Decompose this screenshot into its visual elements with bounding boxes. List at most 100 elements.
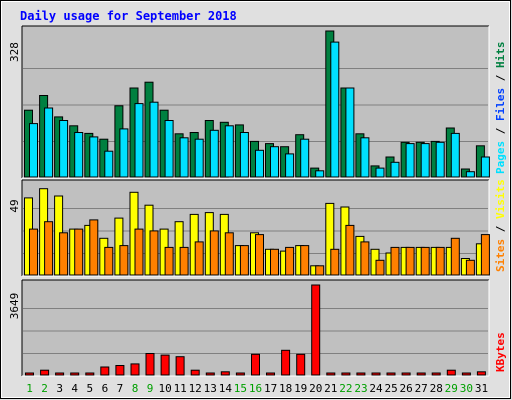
bar-kbytes: [326, 372, 336, 376]
bar-pages: [74, 132, 84, 178]
x-axis-day-label: 15: [234, 382, 247, 395]
bar-kbytes: [251, 353, 260, 376]
bar-kbytes: [175, 356, 185, 376]
bar-kbytes: [55, 372, 65, 376]
bar-pages: [149, 101, 159, 178]
bar-pages: [465, 171, 475, 178]
bar-sites: [134, 228, 144, 276]
bar-pages: [450, 132, 460, 178]
bar-kbytes: [40, 369, 50, 376]
x-axis-day-label: 3: [56, 382, 63, 395]
x-axis-day-label: 4: [71, 382, 78, 395]
bar-kbytes: [70, 372, 80, 376]
bar-sites: [194, 241, 204, 276]
x-axis-day-label: 19: [294, 382, 307, 395]
bar-sites: [239, 245, 249, 276]
bar-pages: [405, 143, 415, 178]
bar-pages: [375, 167, 385, 178]
x-axis-day-label: 8: [132, 382, 139, 395]
bar-kbytes: [476, 371, 486, 376]
bar-kbytes: [386, 372, 396, 376]
x-axis-day-label: 26: [399, 382, 412, 395]
bar-pages: [59, 120, 69, 178]
legend-item: Sites: [494, 239, 507, 272]
bar-sites: [420, 246, 430, 276]
legend-kbytes: KBytes: [494, 332, 507, 372]
y-axis-max-label: 49: [8, 199, 21, 212]
bar-sites: [330, 248, 340, 276]
x-axis-day-label: 31: [475, 382, 488, 395]
x-axis-day-label: 12: [189, 382, 202, 395]
legend-hits-files-pages: Pages / Files / Hits: [494, 42, 507, 175]
bar-pages: [315, 170, 325, 178]
bar-kbytes: [100, 366, 110, 376]
bar-pages: [89, 136, 99, 178]
bar-pages: [104, 150, 114, 178]
bar-sites: [345, 224, 355, 276]
legend-item: KBytes: [494, 332, 507, 372]
bar-pages: [239, 132, 249, 178]
bar-pages: [29, 123, 38, 178]
bar-kbytes: [130, 363, 140, 376]
bar-kbytes: [190, 369, 200, 376]
bar-sites: [450, 237, 460, 276]
bar-sites: [300, 245, 310, 276]
bar-pages: [420, 143, 430, 178]
bar-kbytes: [281, 349, 291, 376]
bar-pages: [209, 129, 219, 178]
bar-pages: [480, 156, 490, 178]
bar-sites: [104, 246, 114, 276]
bar-kbytes: [446, 369, 456, 376]
legend-item: Files: [494, 88, 507, 121]
bar-sites: [435, 246, 445, 276]
bar-pages: [360, 137, 370, 178]
bar-sites: [405, 246, 415, 276]
bar-kbytes: [25, 372, 34, 376]
legend-separator: /: [494, 219, 507, 239]
bar-kbytes: [160, 354, 170, 376]
bar-pages: [224, 125, 234, 178]
bar-pages: [330, 41, 340, 178]
legend-item: Pages: [494, 141, 507, 174]
x-axis-day-label: 29: [445, 382, 458, 395]
legend-separator: /: [494, 121, 507, 141]
bar-sites: [44, 221, 54, 276]
x-axis-day-label: 10: [158, 382, 171, 395]
bar-sites: [149, 230, 159, 276]
x-axis-day-label: 30: [460, 382, 473, 395]
legend-separator: /: [494, 68, 507, 88]
panel-visits-sites: 49 Sites / Visits: [8, 179, 507, 277]
bar-sites: [224, 232, 234, 276]
legend-item: Hits: [494, 42, 507, 69]
bar-kbytes: [205, 372, 215, 376]
x-axis-day-label: 7: [117, 382, 124, 395]
bar-kbytes: [356, 372, 366, 376]
bar-pages: [164, 120, 174, 178]
bar-sites: [285, 246, 295, 276]
x-axis-day-label: 25: [384, 382, 397, 395]
bar-sites: [270, 248, 279, 276]
x-axis-day-label: 23: [354, 382, 367, 395]
bar-sites: [375, 259, 385, 276]
panel-hits-files-pages: 328 Pages / Files / Hits: [8, 25, 507, 179]
bar-sites: [360, 241, 370, 276]
bar-sites: [179, 246, 189, 276]
bar-kbytes: [416, 372, 426, 376]
x-axis-day-label: 28: [430, 382, 443, 395]
bar-pages: [255, 149, 264, 178]
bar-kbytes: [145, 353, 155, 376]
bar-kbytes: [371, 372, 381, 376]
bar-kbytes: [461, 372, 471, 376]
bar-visits: [325, 202, 335, 276]
bar-sites: [255, 234, 264, 276]
bar-sites: [209, 230, 219, 276]
bar-pages: [300, 138, 310, 178]
x-axis-day-label: 17: [264, 382, 277, 395]
bar-pages: [194, 138, 204, 178]
bar-kbytes: [311, 284, 321, 376]
x-axis-day-labels: 1 2 3 4 5 6 7 8 9 10 11 12 13 14 15 16 17 18 19 20 21 22 23 24 2…: [26, 382, 488, 395]
